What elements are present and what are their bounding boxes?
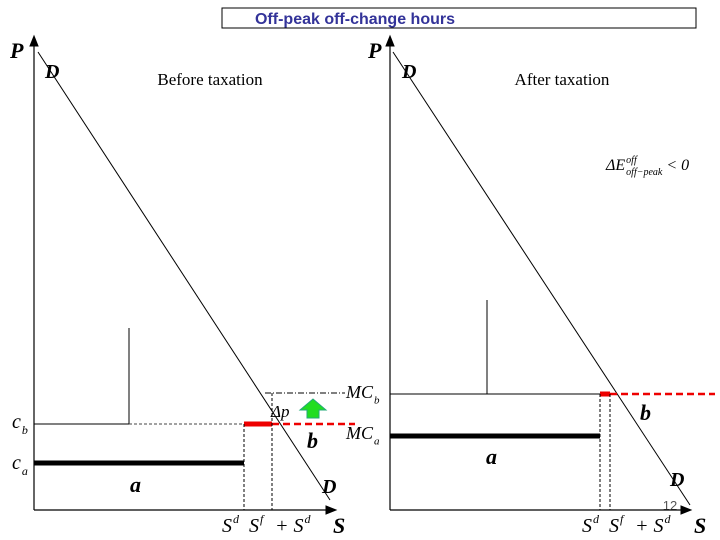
arrow [325,505,338,515]
change-label-sub: off−peak [626,167,663,178]
cost-label-sub: b [374,394,380,406]
cost-label: MC [345,382,374,402]
cost-label: MC [345,423,374,443]
caption: After taxation [515,70,610,89]
arrow [385,34,395,47]
y-axis-label: P [367,38,382,63]
quantity-label-sup: f [620,512,625,526]
cost-label-sub: a [374,435,380,447]
arrow [680,505,693,515]
price-label: c [12,411,21,433]
change-label-after: < 0 [666,157,689,174]
quantity-label-sup: d [665,512,672,526]
demand-label: D [321,476,336,498]
y-axis-label: P [9,38,24,63]
demand-line [37,51,331,501]
quantity-label-sup: d [233,512,240,526]
change-label: ΔE [605,157,625,174]
title: Off-peak off-change hours [255,11,455,28]
quantity-label: S [609,515,619,537]
quantity-label-sup: f [260,512,265,526]
quantity-label-sup: d [305,512,312,526]
quantity-label: S [249,515,259,537]
quantity-label: S [582,515,592,537]
x-axis-label: S [333,513,345,538]
price-label-sub: b [22,423,28,437]
shapes [29,34,715,515]
cost-step [390,300,488,395]
change-label-sup: off [626,155,638,166]
price-label-sub: a [22,464,28,478]
area-label: a [486,444,497,469]
area-label: b [640,400,651,425]
area-label: b [307,428,318,453]
quantity-label: + S [275,515,304,537]
caption: Before taxation [157,70,263,89]
demand-label: D [401,61,416,83]
demand-label: D [44,61,59,83]
cost-step [34,328,130,425]
area-label: a [130,472,141,497]
title-box [221,7,697,29]
delta-p: Δp [270,402,289,421]
x-axis-label: S [694,513,706,538]
quantity-label: S [222,515,232,537]
page-number: 12 [663,498,677,513]
green-arrow [298,398,328,419]
quantity-label: + S [635,515,664,537]
demand-line [392,51,691,506]
price-label: c [12,452,21,474]
arrow [29,34,39,47]
demand-label: D [669,469,684,491]
quantity-label-sup: d [593,512,600,526]
